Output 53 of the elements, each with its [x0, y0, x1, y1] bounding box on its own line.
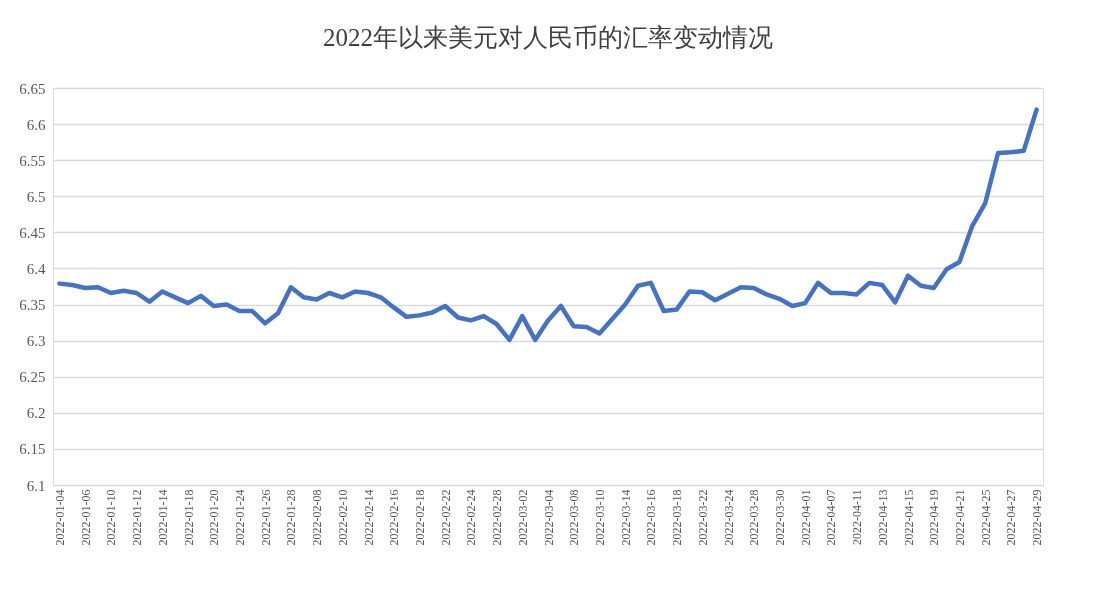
y-tick-label: 6.4	[26, 260, 46, 277]
x-tick-label: 2022-02-08	[310, 489, 325, 546]
line-series	[57, 107, 1039, 343]
y-tick-label: 6.6	[26, 116, 46, 133]
y-tick-label: 6.15	[19, 441, 46, 458]
x-tick-label: 2022-01-28	[284, 489, 299, 546]
x-tick-label: 2022-02-10	[335, 489, 350, 546]
y-tick-label: 6.5	[26, 188, 46, 205]
x-tick-label: 2022-04-21	[952, 489, 967, 546]
x-tick-label: 2022-04-19	[927, 489, 942, 546]
x-tick-label: 2022-04-29	[1030, 489, 1045, 546]
x-tick-label: 2022-04-27	[1004, 489, 1019, 546]
x-tick-label: 2022-02-24	[464, 489, 479, 546]
x-tick-label: 2022-03-30	[772, 489, 787, 546]
y-tick-label: 6.45	[19, 224, 46, 241]
x-tick-label: 2022-04-07	[824, 489, 839, 546]
x-tick-label: 2022-02-16	[387, 489, 402, 546]
x-tick-label: 2022-01-12	[130, 489, 145, 546]
x-tick-label: 2022-02-28	[490, 489, 505, 546]
y-tick-label: 6.55	[19, 152, 46, 169]
x-tick-label: 2022-01-14	[155, 489, 170, 546]
x-tick-label: 2022-03-14	[618, 489, 633, 546]
x-tick-label: 2022-04-13	[875, 489, 890, 546]
y-tick-label: 6.2	[26, 405, 46, 422]
x-tick-label: 2022-03-16	[644, 489, 659, 546]
x-tick-label: 2022-02-18	[412, 489, 427, 546]
x-tick-label: 2022-04-01	[798, 489, 813, 546]
x-tick-label: 2022-03-18	[670, 489, 685, 546]
chart-title: 2022年以来美元对人民币的汇率变动情况	[323, 24, 773, 51]
x-tick-label: 2022-04-15	[901, 489, 916, 546]
x-tick-label: 2022-04-25	[978, 489, 993, 546]
x-tick-label: 2022-01-24	[232, 489, 247, 546]
y-tick-label: 6.3	[26, 333, 46, 350]
x-tick-label: 2022-03-08	[567, 489, 582, 546]
x-tick-label: 2022-01-10	[104, 489, 119, 546]
x-tick-label: 2022-03-22	[695, 489, 710, 546]
x-tick-label: 2022-03-02	[515, 489, 530, 546]
x-tick-label: 2022-03-28	[747, 489, 762, 546]
x-tick-label: 2022-03-04	[541, 489, 556, 546]
x-tick-label: 2022-03-10	[592, 489, 607, 546]
x-tick-label: 2022-01-18	[181, 489, 196, 546]
y-tick-label: 6.35	[19, 297, 46, 314]
y-tick-label: 6.65	[19, 80, 46, 97]
x-tick-label: 2022-01-26	[258, 489, 273, 546]
x-tick-label: 2022-02-14	[361, 489, 376, 546]
x-tick-label: 2022-02-22	[438, 489, 453, 546]
x-tick-label: 2022-03-24	[721, 489, 736, 546]
x-tick-label: 2022-04-11	[850, 489, 865, 546]
y-tick-label: 6.1	[26, 477, 46, 494]
x-tick-label: 2022-01-04	[52, 489, 67, 546]
x-tick-label: 2022-01-20	[207, 489, 222, 546]
y-tick-label: 6.25	[19, 369, 46, 386]
x-tick-label: 2022-01-06	[78, 489, 93, 546]
